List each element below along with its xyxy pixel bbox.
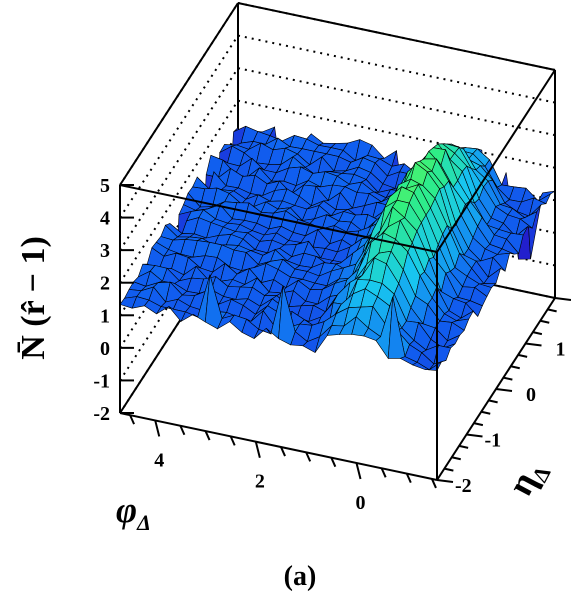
- front-frame: [119, 69, 556, 481]
- grid-line-back: [237, 34, 556, 104]
- y-tick-mark: [510, 365, 520, 370]
- right-top-edge: [436, 69, 556, 253]
- y-tick-mark: [540, 319, 550, 324]
- x-axis-title-symbol: φ: [116, 490, 137, 530]
- x-axis-title-subscript: Δ: [136, 510, 151, 535]
- y-tick-mark: [473, 422, 484, 427]
- z-tick-label: -2: [93, 403, 110, 425]
- x-tick-mark: [380, 467, 387, 478]
- x-tick-mark: [280, 446, 286, 457]
- x-tick-mark: [355, 462, 362, 480]
- y-tick-mark: [554, 297, 571, 301]
- y-tick-mark: [525, 342, 542, 347]
- x-tick-mark: [179, 425, 186, 436]
- y-tick-mark: [503, 376, 513, 381]
- x-tick-mark: [229, 435, 236, 446]
- x-tick-label: 0: [355, 492, 365, 514]
- grid-line-back: [237, 2, 556, 71]
- y-tick-mark: [547, 308, 557, 313]
- grid-line-back: [237, 67, 556, 137]
- z-tick-label: 5: [100, 175, 110, 197]
- x-tick-mark: [305, 451, 312, 462]
- y-tick-mark: [466, 433, 483, 438]
- x-tick-mark: [129, 414, 135, 425]
- y-tick-mark: [481, 410, 491, 415]
- grid-line-left: [119, 230, 239, 414]
- front-top-edge: [119, 184, 438, 253]
- surface-mesh: [119, 125, 556, 371]
- grid-line-left: [119, 165, 239, 349]
- y-tick-mark: [444, 467, 454, 472]
- grid-line-left: [119, 197, 239, 381]
- y-tick-label: 1: [556, 339, 566, 361]
- y-tick-mark: [488, 399, 498, 404]
- x-tick-mark: [204, 430, 211, 441]
- grid-line-left: [119, 100, 239, 284]
- x-tick-mark: [431, 478, 437, 489]
- x-tick-mark: [330, 457, 337, 468]
- grid-line-left: [119, 2, 239, 186]
- y-tick-mark: [458, 444, 469, 449]
- z-axis-title: N̄ (r̂ − 1): [15, 236, 52, 360]
- y-tick-label: 0: [526, 384, 536, 406]
- z-tick-label: 3: [100, 240, 110, 262]
- y-tick-label: -2: [455, 475, 472, 497]
- z-tick-label: -1: [93, 370, 110, 392]
- z-tick-label: 1: [100, 305, 110, 327]
- x-tick-label: 4: [154, 449, 164, 471]
- x-axis-title: φΔ: [116, 490, 151, 535]
- y-tick-mark: [532, 331, 543, 336]
- grid-line-back: [237, 99, 556, 169]
- x-tick-mark: [254, 441, 261, 458]
- grid-line-left: [119, 35, 239, 219]
- x-axis-line: [119, 412, 438, 481]
- x-tick-mark: [154, 420, 161, 437]
- y-tick-mark: [451, 456, 461, 461]
- y-tick-mark: [495, 388, 513, 392]
- z-tick-label: 4: [100, 208, 110, 230]
- y-tick-mark: [436, 479, 454, 483]
- x-tick-label: 2: [255, 471, 265, 493]
- y-tick-mark: [517, 353, 528, 358]
- z-tick-label: 0: [100, 338, 110, 360]
- panel-label: (a): [284, 561, 317, 592]
- y-tick-label: -1: [485, 430, 502, 452]
- grid-line-left: [119, 67, 239, 251]
- x-tick-mark: [405, 473, 412, 484]
- z-tick-label: 2: [100, 273, 110, 295]
- y-axis-title: ηΔ: [500, 453, 556, 505]
